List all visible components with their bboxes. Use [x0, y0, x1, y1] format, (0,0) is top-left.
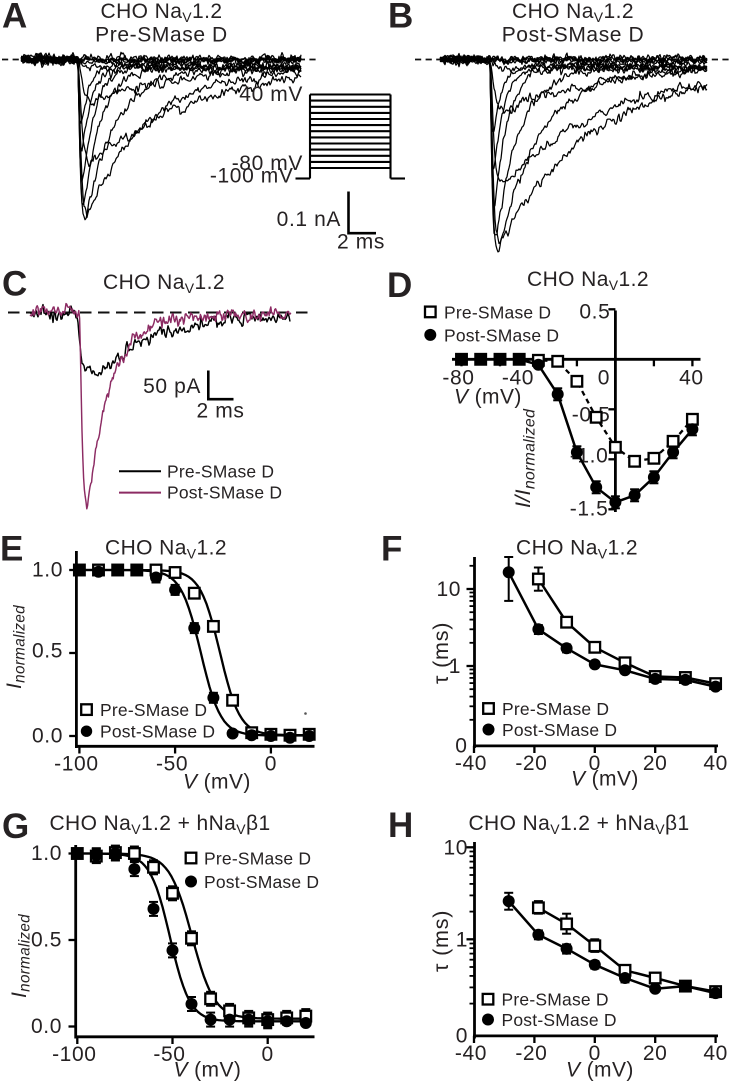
svg-text:-50: -50	[156, 753, 188, 776]
svg-text:Pre-SMase D: Pre-SMase D	[502, 990, 609, 1010]
svg-text:Pre-SMase D: Pre-SMase D	[502, 699, 609, 719]
svg-text:V (mV): V (mV)	[566, 1059, 634, 1082]
svg-text:CHO NaV1.2: CHO NaV1.2	[527, 268, 649, 293]
svg-text:V (mV): V (mV)	[571, 768, 639, 791]
svg-text:Post-SMase D: Post-SMase D	[502, 1010, 617, 1030]
svg-text:1.0: 1.0	[31, 842, 62, 865]
svg-text:-20: -20	[515, 1042, 547, 1065]
svg-text:0: 0	[589, 752, 601, 775]
svg-text:-80: -80	[442, 367, 474, 390]
svg-text:CHO NaV1.2: CHO NaV1.2	[516, 537, 638, 562]
svg-text:40: 40	[703, 1042, 728, 1065]
svg-text:Post-SMase D: Post-SMase D	[502, 24, 645, 47]
svg-text:40 mV: 40 mV	[239, 83, 303, 106]
svg-text:B: B	[388, 0, 413, 36]
svg-text:50 pA: 50 pA	[143, 375, 201, 398]
svg-text:CHO NaV1.2 + hNaVβ1: CHO NaV1.2 + hNaVβ1	[49, 812, 270, 837]
svg-text:10: 10	[436, 578, 461, 601]
svg-text:2 ms: 2 ms	[337, 231, 385, 254]
svg-text:-80 mV: -80 mV	[232, 152, 303, 175]
svg-text:0: 0	[456, 1025, 468, 1048]
svg-text:τ (ms): τ (ms)	[429, 910, 453, 972]
svg-text:C: C	[2, 265, 27, 304]
svg-text:-100 mV: -100 mV	[210, 165, 294, 188]
svg-text:2 ms: 2 ms	[197, 400, 245, 423]
svg-text:Pre-SMase D: Pre-SMase D	[95, 24, 228, 47]
svg-text:Pre-SMase D: Pre-SMase D	[100, 700, 207, 720]
svg-text:20: 20	[643, 752, 668, 775]
svg-text:V (mV): V (mV)	[183, 771, 251, 794]
svg-text:-100: -100	[54, 753, 98, 776]
svg-text:-1.5: -1.5	[570, 498, 609, 521]
svg-text:D: D	[387, 266, 412, 305]
svg-text:1: 1	[449, 655, 461, 678]
svg-text:1: 1	[456, 928, 468, 951]
svg-text:Pre-SMase D: Pre-SMase D	[167, 461, 274, 481]
svg-text:V (mV): V (mV)	[174, 1059, 242, 1082]
svg-text:E: E	[0, 530, 23, 569]
svg-text:0.0: 0.0	[31, 1015, 62, 1038]
svg-text:1.0: 1.0	[32, 559, 63, 582]
svg-text:Post-SMase D: Post-SMase D	[502, 720, 617, 740]
svg-text:τ (ms): τ (ms)	[429, 622, 453, 684]
svg-text:G: G	[2, 807, 29, 846]
svg-text:Post-SMase D: Post-SMase D	[204, 872, 319, 892]
svg-text:Post-SMase D: Post-SMase D	[444, 325, 559, 345]
svg-text:CHO NaV1.2: CHO NaV1.2	[105, 537, 227, 562]
svg-text:0: 0	[262, 1043, 274, 1066]
svg-text:-40: -40	[455, 1042, 487, 1065]
svg-text:0: 0	[589, 1042, 601, 1065]
svg-text:40: 40	[679, 367, 704, 390]
svg-text:-40: -40	[455, 752, 487, 775]
svg-text:CHO NaV1.2: CHO NaV1.2	[103, 271, 225, 296]
svg-text:40: 40	[703, 752, 728, 775]
svg-text:CHO NaV1.2 + hNaVβ1: CHO NaV1.2 + hNaVβ1	[468, 812, 689, 837]
svg-text:0: 0	[265, 753, 277, 776]
svg-text:A: A	[2, 0, 27, 36]
svg-text:10: 10	[443, 836, 468, 859]
svg-text:V (mV): V (mV)	[454, 386, 522, 409]
svg-text:Pre-SMase D: Pre-SMase D	[204, 849, 311, 869]
svg-text:-20: -20	[515, 752, 547, 775]
svg-text:0.5: 0.5	[579, 300, 610, 323]
svg-text:0: 0	[455, 735, 467, 758]
svg-text:-50: -50	[153, 1043, 185, 1066]
svg-text:0.1 nA: 0.1 nA	[277, 208, 341, 231]
svg-text:0.0: 0.0	[32, 725, 63, 748]
svg-text:-40: -40	[502, 367, 534, 390]
svg-text:0.5: 0.5	[32, 640, 63, 663]
svg-text:CHO NaV1.2: CHO NaV1.2	[512, 0, 634, 25]
svg-text:CHO NaV1.2: CHO NaV1.2	[101, 0, 223, 25]
svg-text:0: 0	[598, 367, 610, 390]
svg-text:Post-SMase D: Post-SMase D	[100, 722, 215, 742]
svg-text:20: 20	[643, 1042, 668, 1065]
svg-text:Post-SMase D: Post-SMase D	[167, 483, 282, 503]
svg-text:Pre-SMase D: Pre-SMase D	[444, 302, 551, 322]
svg-text:H: H	[388, 806, 413, 845]
svg-text:0.5: 0.5	[31, 929, 62, 952]
svg-text:-100: -100	[52, 1043, 96, 1066]
svg-text:F: F	[381, 530, 402, 569]
